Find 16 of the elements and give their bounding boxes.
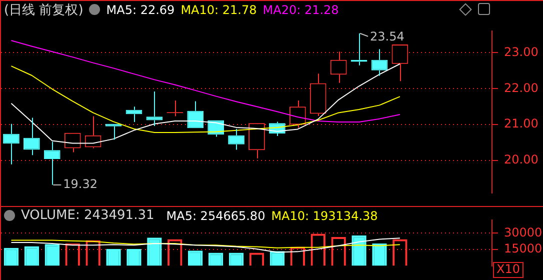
chart-title: (日线 前复权) — [4, 2, 84, 18]
text: MA5: 22.69 — [106, 2, 175, 16]
annotation: 23.54 — [370, 29, 404, 44]
y-tick-label: 21.00 — [504, 116, 538, 131]
y-tick-label: 23.00 — [504, 44, 538, 59]
annotation: 19.32 — [63, 177, 98, 192]
y-tick-label: 30000 — [504, 225, 542, 240]
text: X10 — [496, 262, 520, 276]
text: MA10: 21.78 — [180, 2, 257, 16]
text: MA20: 21.28 — [262, 2, 339, 16]
series-label: MA5: 254665.80 — [166, 208, 266, 222]
series-label: MA10: 193134.38 — [271, 208, 378, 222]
y-tick-label: 20.00 — [504, 152, 538, 167]
y-tick-label: 22.00 — [504, 80, 538, 95]
y-tick-label: 15000 — [504, 242, 542, 256]
chart-title: VOLUME: 243491.31 — [21, 208, 154, 223]
